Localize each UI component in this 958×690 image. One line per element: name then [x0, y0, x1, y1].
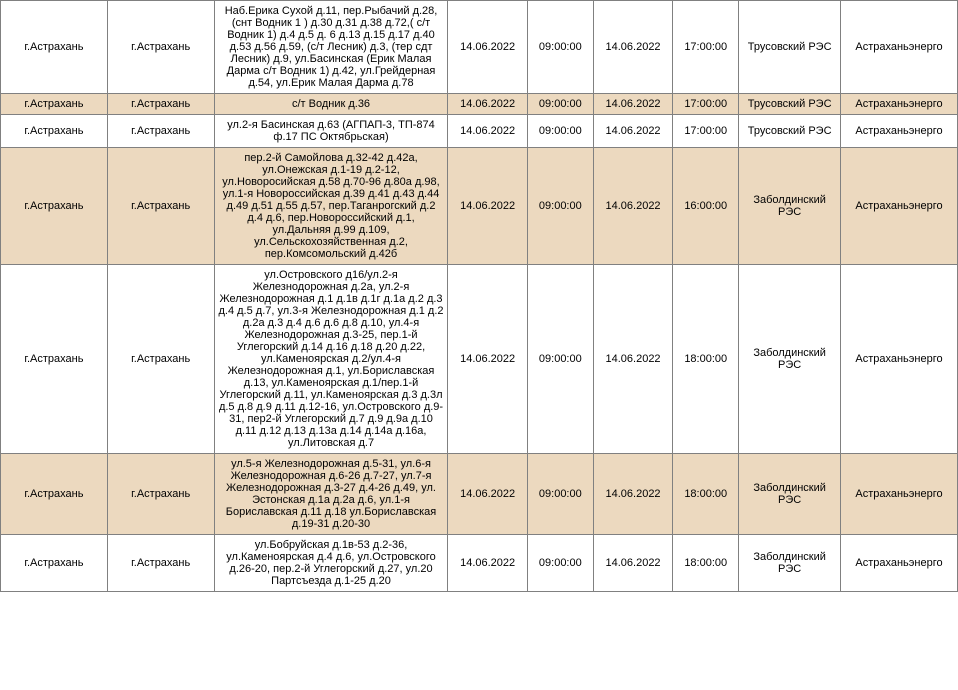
table-cell: Заболдинский РЭС: [739, 148, 841, 265]
table-cell: 09:00:00: [527, 454, 593, 535]
table-cell: 14.06.2022: [448, 148, 527, 265]
table-cell: Заболдинский РЭС: [739, 265, 841, 454]
table-cell: ул.Бобруйская д.1в-53 д.2-36, ул.Каменоя…: [214, 535, 448, 592]
table-cell: Астраханьэнерго: [840, 454, 957, 535]
table-cell: ул.Островского д16/ул.2-я Железнодорожна…: [214, 265, 448, 454]
table-cell: Заболдинский РЭС: [739, 535, 841, 592]
table-cell: 14.06.2022: [593, 1, 672, 94]
table-row: г.Астраханьг.Астраханьс/т Водник д.3614.…: [1, 94, 958, 115]
table-body: г.Астраханьг.АстраханьНаб.Ерика Сухой д.…: [1, 1, 958, 592]
table-cell: 17:00:00: [673, 94, 739, 115]
table-cell: г.Астрахань: [1, 454, 108, 535]
table-cell: 18:00:00: [673, 454, 739, 535]
table-row: г.Астраханьг.АстраханьНаб.Ерика Сухой д.…: [1, 1, 958, 94]
table-cell: ул.2-я Басинская д.63 (АГПАП-3, ТП-874 ф…: [214, 115, 448, 148]
table-cell: 14.06.2022: [593, 94, 672, 115]
table-cell: г.Астрахань: [107, 265, 214, 454]
table-row: г.Астраханьг.Астраханьул.Островского д16…: [1, 265, 958, 454]
table-cell: Заболдинский РЭС: [739, 454, 841, 535]
table-cell: 17:00:00: [673, 115, 739, 148]
table-cell: 14.06.2022: [448, 1, 527, 94]
table-cell: 18:00:00: [673, 535, 739, 592]
table-cell: 09:00:00: [527, 1, 593, 94]
table-row: г.Астраханьг.Астраханьул.Бобруйская д.1в…: [1, 535, 958, 592]
table-row: г.Астраханьг.Астраханьпер.2-й Самойлова …: [1, 148, 958, 265]
table-cell: г.Астрахань: [107, 115, 214, 148]
table-cell: г.Астрахань: [107, 454, 214, 535]
table-cell: 14.06.2022: [593, 265, 672, 454]
table-cell: 17:00:00: [673, 1, 739, 94]
table-cell: 18:00:00: [673, 265, 739, 454]
table-cell: 16:00:00: [673, 148, 739, 265]
table-cell: Астраханьэнерго: [840, 265, 957, 454]
table-cell: г.Астрахань: [1, 1, 108, 94]
table-cell: 14.06.2022: [593, 535, 672, 592]
table-cell: 14.06.2022: [593, 454, 672, 535]
table-cell: Астраханьэнерго: [840, 535, 957, 592]
table-cell: 14.06.2022: [448, 115, 527, 148]
table-cell: Астраханьэнерго: [840, 1, 957, 94]
table-cell: 14.06.2022: [448, 265, 527, 454]
table-cell: Трусовский РЭС: [739, 1, 841, 94]
table-cell: 14.06.2022: [448, 535, 527, 592]
table-cell: г.Астрахань: [1, 535, 108, 592]
table-cell: 09:00:00: [527, 115, 593, 148]
table-cell: г.Астрахань: [107, 148, 214, 265]
table-row: г.Астраханьг.Астраханьул.5-я Железнодоро…: [1, 454, 958, 535]
table-cell: 14.06.2022: [593, 115, 672, 148]
table-cell: Астраханьэнерго: [840, 94, 957, 115]
table-cell: 14.06.2022: [593, 148, 672, 265]
table-cell: г.Астрахань: [1, 115, 108, 148]
table-cell: 09:00:00: [527, 265, 593, 454]
table-cell: 09:00:00: [527, 148, 593, 265]
table-cell: Астраханьэнерго: [840, 115, 957, 148]
table-cell: Трусовский РЭС: [739, 94, 841, 115]
table-cell: г.Астрахань: [1, 148, 108, 265]
table-cell: 14.06.2022: [448, 94, 527, 115]
outage-schedule-table: г.Астраханьг.АстраханьНаб.Ерика Сухой д.…: [0, 0, 958, 592]
table-cell: Астраханьэнерго: [840, 148, 957, 265]
table-cell: 09:00:00: [527, 94, 593, 115]
table-cell: 09:00:00: [527, 535, 593, 592]
table-cell: 14.06.2022: [448, 454, 527, 535]
table-cell: г.Астрахань: [1, 265, 108, 454]
table-cell: Наб.Ерика Сухой д.11, пер.Рыбачий д.28, …: [214, 1, 448, 94]
table-cell: с/т Водник д.36: [214, 94, 448, 115]
table-cell: Трусовский РЭС: [739, 115, 841, 148]
table-cell: г.Астрахань: [107, 94, 214, 115]
table-cell: г.Астрахань: [107, 1, 214, 94]
table-row: г.Астраханьг.Астраханьул.2-я Басинская д…: [1, 115, 958, 148]
table-cell: г.Астрахань: [1, 94, 108, 115]
table-cell: г.Астрахань: [107, 535, 214, 592]
table-cell: ул.5-я Железнодорожная д.5-31, ул.6-я Же…: [214, 454, 448, 535]
table-cell: пер.2-й Самойлова д.32-42 д.42а, ул.Онеж…: [214, 148, 448, 265]
